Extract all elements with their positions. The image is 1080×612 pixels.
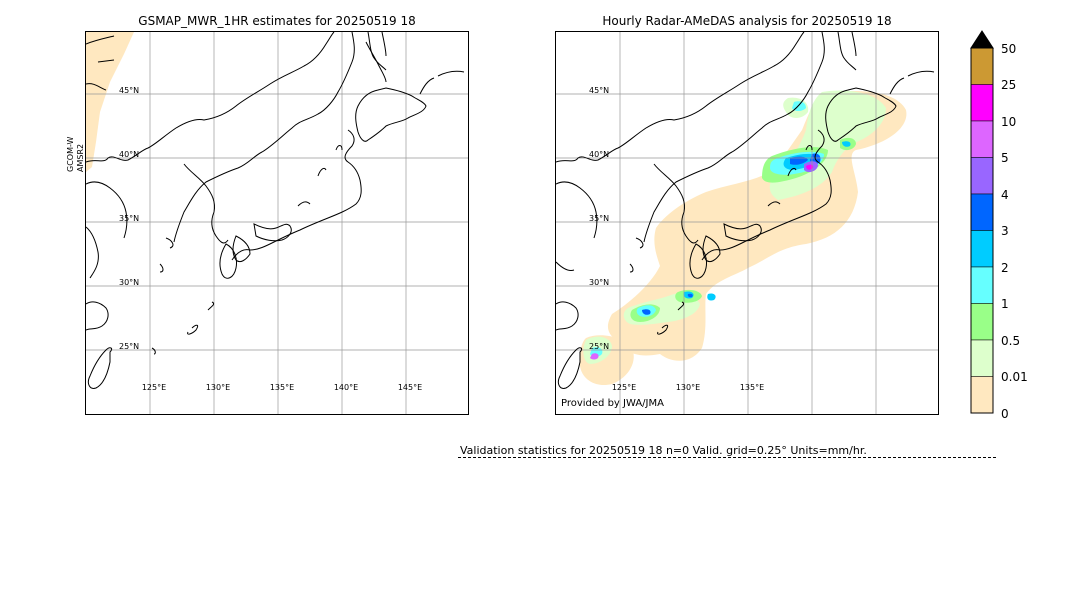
colorbar-label: 10 — [1001, 115, 1017, 129]
colorbar-segment — [970, 303, 994, 341]
right-lon-label: 130°E — [675, 383, 701, 392]
data-provider-credit: Provided by JWA/JMA — [561, 398, 664, 409]
colorbar-label: 4 — [1001, 188, 1009, 202]
right-lon-label: 125°E — [611, 383, 637, 392]
left-lon-label: 125°E — [141, 383, 167, 392]
colorbar-label: 5 — [1001, 151, 1009, 165]
right-lat-label: 30°N — [589, 278, 610, 287]
colorbar-segment — [970, 376, 994, 414]
right-rain-magenta — [590, 353, 599, 360]
satellite-label: GCOM-W — [66, 136, 75, 172]
left-map-canvas — [86, 32, 468, 414]
right-lon-label: 135°E — [739, 383, 765, 392]
colorbar-label: 3 — [1001, 224, 1009, 238]
colorbar-svg — [970, 30, 994, 414]
colorbar-label: 25 — [1001, 78, 1017, 92]
colorbar-segment — [970, 193, 994, 231]
colorbar-label: 2 — [1001, 261, 1009, 275]
left-rain-area — [86, 32, 134, 172]
left-lat-label: 25°N — [119, 342, 140, 351]
right-map: 45°N 40°N 35°N 30°N 25°N 125°E 130°E 135… — [555, 31, 939, 415]
left-lat-label: 30°N — [119, 278, 140, 287]
right-lat-label: 45°N — [589, 86, 610, 95]
colorbar-extend-arrow — [970, 30, 994, 49]
colorbar-segment — [970, 120, 994, 158]
right-lat-label: 40°N — [589, 150, 610, 159]
validation-divider — [458, 457, 996, 458]
left-lon-label: 135°E — [269, 383, 295, 392]
right-coastlines — [556, 32, 825, 389]
validation-stats: Validation statistics for 20250519 18 n=… — [460, 444, 867, 457]
right-graticule — [556, 32, 938, 414]
left-graticule — [86, 32, 468, 414]
colorbar-label: 0.5 — [1001, 334, 1021, 348]
left-coastlines — [86, 32, 355, 389]
right-lat-label: 25°N — [589, 342, 610, 351]
right-map-canvas — [556, 32, 938, 414]
left-lon-label: 140°E — [333, 383, 359, 392]
sensor-label: AMSR2 — [76, 143, 85, 172]
colorbar-label: 0 — [1001, 407, 1009, 421]
colorbar-segment — [970, 339, 994, 377]
colorbar-label: 0.01 — [1001, 370, 1028, 384]
left-lon-label: 145°E — [397, 383, 423, 392]
colorbar-label: 1 — [1001, 297, 1009, 311]
left-lat-label: 45°N — [119, 86, 140, 95]
left-map-title: GSMAP_MWR_1HR estimates for 20250519 18 — [138, 14, 416, 28]
colorbar-segment — [970, 84, 994, 122]
left-lon-label: 130°E — [205, 383, 231, 392]
left-map: 45°N 40°N 35°N 30°N 25°N 125°E 130°E 135… — [85, 31, 469, 415]
colorbar — [966, 28, 998, 416]
colorbar-segment — [970, 47, 994, 85]
colorbar-segment — [970, 266, 994, 304]
left-lat-label: 40°N — [119, 150, 140, 159]
right-lat-label: 35°N — [589, 214, 610, 223]
left-japan — [151, 32, 465, 355]
colorbar-label: 50 — [1001, 42, 1017, 56]
colorbar-segments — [970, 47, 994, 414]
colorbar-segment — [970, 157, 994, 195]
right-rain-heavy — [806, 164, 814, 170]
colorbar-segment — [970, 230, 994, 268]
right-map-title: Hourly Radar-AMeDAS analysis for 2025051… — [602, 14, 892, 28]
left-lat-label: 35°N — [119, 214, 140, 223]
colorbar-frame — [970, 47, 994, 414]
right-japan — [629, 32, 935, 335]
